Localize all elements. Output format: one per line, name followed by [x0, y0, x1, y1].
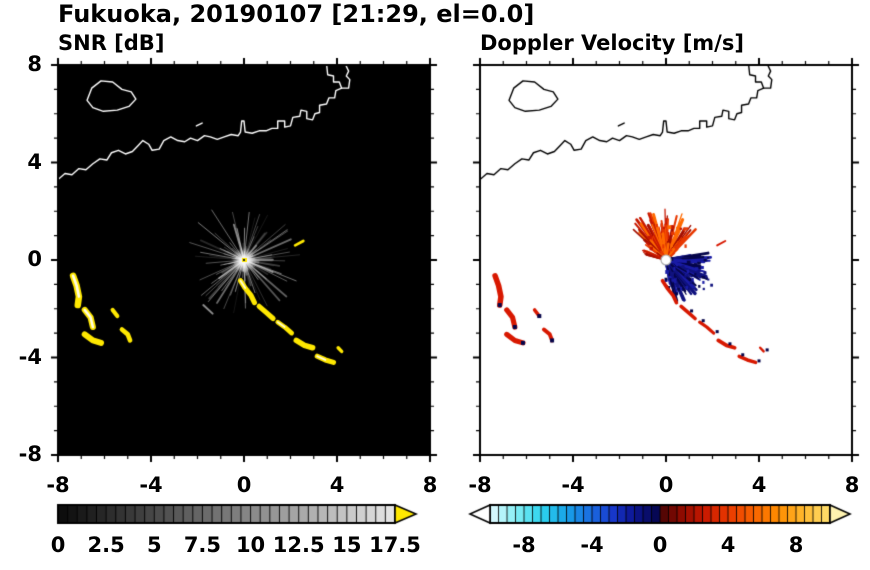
snr-colorbar-tick-label: 7.5	[183, 533, 222, 557]
snr-y-tick-label: 8	[27, 52, 42, 76]
velocity-colorbar-tick-label: -4	[580, 533, 604, 557]
snr-colorbar-tick-label: 2.5	[87, 533, 125, 557]
velocity-panel-title: Doppler Velocity [m/s]	[480, 31, 744, 55]
snr-colorbar-tick-label: 17.5	[369, 533, 421, 557]
velocity-colorbar-tick-label: -8	[512, 533, 536, 557]
snr-colorbar-tick-label: 12.5	[272, 533, 325, 557]
snr-y-tick-label: -4	[18, 344, 42, 369]
snr-y-tick-label: -8	[18, 442, 42, 466]
snr-x-tick-label: -4	[139, 473, 163, 497]
snr-colorbar	[56, 502, 422, 526]
snr-colorbar-tick-label: 5	[146, 533, 162, 557]
velocity-colorbar-tick-label: 0	[652, 533, 668, 557]
velocity-colorbar-tick-label: 8	[788, 533, 804, 557]
snr-panel-title: SNR [dB]	[58, 31, 165, 55]
snr-x-tick-label: 4	[329, 473, 345, 497]
velocity-x-tick-label: 4	[751, 473, 767, 497]
figure-title: Fukuoka, 20190107 [21:29, el=0.0]	[58, 0, 535, 28]
snr-colorbar-tick-label: 10	[235, 533, 266, 557]
velocity-x-tick-label: 0	[658, 473, 674, 497]
snr-x-tick-label: 8	[422, 473, 438, 497]
velocity-x-tick-label: 8	[844, 473, 860, 497]
velocity-colorbar	[466, 502, 856, 526]
snr-y-tick-label: 0	[27, 247, 42, 271]
velocity-x-tick-label: -8	[468, 473, 492, 497]
velocity-plot	[468, 53, 864, 467]
snr-colorbar-tick-label: 15	[332, 533, 362, 557]
snr-plot	[46, 53, 442, 467]
velocity-x-tick-label: -4	[561, 473, 585, 497]
snr-colorbar-tick-label: 0	[50, 533, 66, 557]
snr-y-tick-label: 4	[27, 149, 42, 174]
snr-x-tick-label: 0	[236, 473, 252, 497]
snr-x-tick-label: -8	[46, 473, 70, 497]
velocity-colorbar-tick-label: 4	[720, 533, 736, 557]
